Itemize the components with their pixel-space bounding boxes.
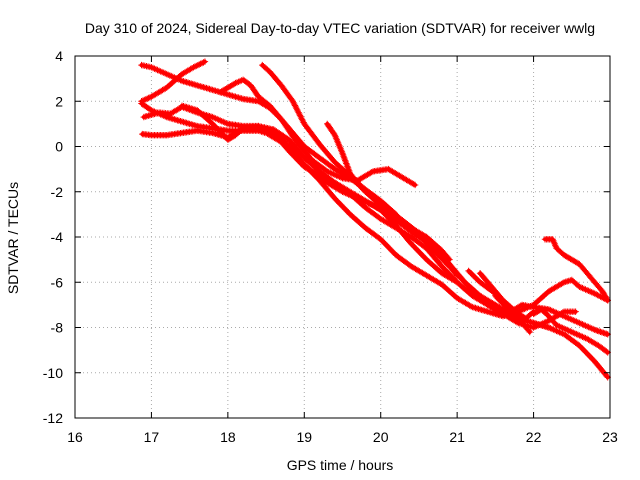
y-tick-label: 0 <box>55 139 63 155</box>
chart-title: Day 310 of 2024, Sidereal Day-to-day VTE… <box>85 20 595 36</box>
y-tick-label: -8 <box>51 320 64 336</box>
x-tick-label: 17 <box>144 429 160 445</box>
data-points <box>138 58 611 381</box>
axis-ticks <box>74 55 611 419</box>
y-tick-label: -6 <box>51 274 64 290</box>
y-axis-label: SDTVAR / TECUs <box>5 182 21 294</box>
plus-markers <box>530 306 611 356</box>
series-track-13 <box>530 306 611 356</box>
y-tick-label: -12 <box>43 410 63 426</box>
plus-markers <box>178 102 461 286</box>
plus-markers <box>217 76 419 189</box>
x-axis-label: GPS time / hours <box>287 457 394 473</box>
series-track-14 <box>541 236 611 304</box>
x-tick-labels: 16 17 18 19 20 21 22 23 <box>67 429 618 445</box>
x-tick-label: 16 <box>67 429 83 445</box>
series-track-6 <box>178 102 461 286</box>
y-tick-label: 4 <box>55 48 63 64</box>
plus-markers <box>541 236 611 304</box>
x-tick-label: 20 <box>373 429 389 445</box>
x-tick-label: 23 <box>602 429 618 445</box>
x-tick-label: 21 <box>449 429 465 445</box>
series-track-2 <box>138 58 209 105</box>
x-tick-label: 19 <box>296 429 312 445</box>
plus-markers <box>324 120 453 263</box>
x-tick-label: 22 <box>526 429 542 445</box>
y-tick-label: 2 <box>55 93 63 109</box>
y-tick-label: -2 <box>51 184 64 200</box>
series-track-9 <box>324 120 453 263</box>
series-track-11 <box>476 270 537 322</box>
y-tick-labels: 4 2 0 -2 -4 -6 -8 -10 -12 <box>43 48 63 426</box>
y-tick-label: -4 <box>51 229 64 245</box>
y-tick-label: -10 <box>43 365 63 381</box>
x-tick-label: 18 <box>220 429 236 445</box>
series-track-7 <box>217 76 419 189</box>
